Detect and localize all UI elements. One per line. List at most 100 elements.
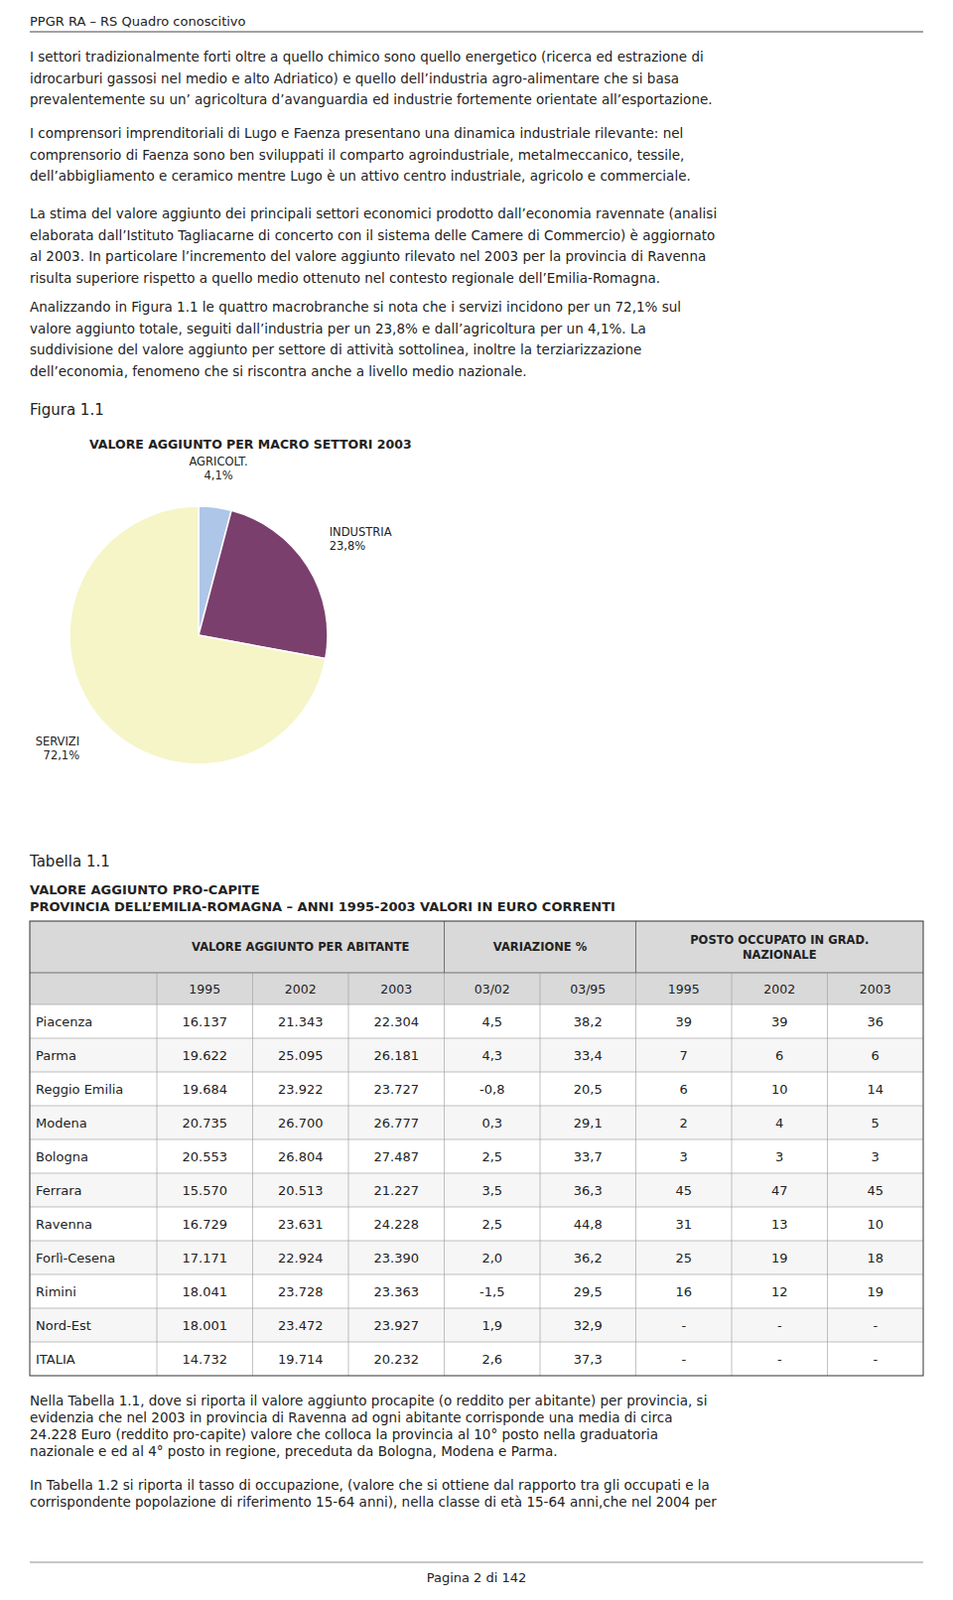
table-cell: 27.487 xyxy=(374,1149,420,1165)
table-group-header: NAZIONALE xyxy=(742,948,817,962)
table-row-bg xyxy=(29,1139,924,1174)
paragraph-line: nazionale e ed al 4° posto in regione, p… xyxy=(29,1443,558,1460)
table-cell: 23.390 xyxy=(374,1250,420,1266)
table-cell: 4,5 xyxy=(481,1014,503,1030)
table-cell: 32,9 xyxy=(573,1318,603,1334)
table-cell: 18.041 xyxy=(182,1284,229,1300)
table-cell: 39 xyxy=(675,1014,692,1030)
table-divider xyxy=(29,1004,924,1006)
table-cell: 36,2 xyxy=(573,1250,603,1266)
paragraph-line: comprensorio di Faenza sono ben sviluppa… xyxy=(29,146,684,163)
table-row-header: Nord-Est xyxy=(35,1318,92,1334)
table-row-header: Bologna xyxy=(35,1149,89,1165)
header-rule xyxy=(29,31,924,33)
paragraph-line: I settori tradizionalmente forti oltre a… xyxy=(29,48,704,65)
paragraph-line: al 2003. In particolare l’incremento del… xyxy=(29,248,706,265)
table-cell: -1,5 xyxy=(479,1284,505,1300)
table-cell: 23.472 xyxy=(277,1318,324,1334)
table-title: VALORE AGGIUNTO PRO-CAPITE xyxy=(29,882,261,898)
table-cell: 17.171 xyxy=(182,1250,229,1266)
table-cell: 12 xyxy=(771,1284,789,1300)
table-cell: 15.570 xyxy=(182,1183,229,1199)
slice-label: INDUSTRIA xyxy=(329,525,393,540)
paragraph-line: risulta superiore rispetto a quello medi… xyxy=(29,270,661,286)
table-cell: 23.728 xyxy=(277,1284,324,1300)
table-row-bg xyxy=(29,1072,924,1106)
table-cell: 29,1 xyxy=(573,1115,603,1131)
slice-value-label: 4,1% xyxy=(203,468,233,483)
table-cell: 37,3 xyxy=(573,1352,603,1367)
table-cell: 23.631 xyxy=(277,1217,324,1232)
table-row-header: Ferrara xyxy=(35,1183,83,1199)
paragraph-line: dell’economia, fenomeno che si riscontra… xyxy=(29,363,528,380)
table-divider xyxy=(29,1342,924,1344)
table-divider xyxy=(29,1139,924,1141)
table-cell: 38,2 xyxy=(573,1014,603,1030)
paragraph-line: I comprensori imprenditoriali di Lugo e … xyxy=(29,125,683,141)
paragraph-line: In Tabella 1.2 si riporta il tasso di oc… xyxy=(29,1477,710,1494)
table-cell: 26.181 xyxy=(374,1048,420,1064)
table-cell: 3 xyxy=(775,1149,784,1165)
table-cell: 16 xyxy=(675,1284,692,1300)
table-sub-header: 03/95 xyxy=(569,981,606,997)
table-cell: 24.228 xyxy=(374,1217,420,1232)
paragraph-line: dell’abbigliamento e ceramico mentre Lug… xyxy=(29,167,691,184)
table-divider xyxy=(29,1038,924,1040)
table-label: Tabella 1.1 xyxy=(28,852,111,871)
slice-label: AGRICOLT. xyxy=(188,454,248,469)
table-cell: -0,8 xyxy=(479,1082,505,1097)
table: VALORE AGGIUNTO PER ABITANTE199520022003… xyxy=(29,921,924,1376)
slice-value-label: 23,8% xyxy=(329,539,367,553)
table-cell: 6 xyxy=(871,1048,880,1064)
table-row-header: Rimini xyxy=(35,1284,77,1300)
table-row-header: Piacenza xyxy=(35,1014,93,1030)
table-cell: - xyxy=(777,1318,783,1334)
table-cell: 33,7 xyxy=(573,1149,603,1165)
pie-labels: AGRICOLT.4,1% INDUSTRIA23,8% SERVIZI72,1% xyxy=(35,454,393,763)
table-cell: 3,5 xyxy=(481,1183,503,1199)
table-divider xyxy=(252,972,254,1376)
table-cell: 44,8 xyxy=(573,1217,603,1232)
paragraph-line: valore aggiunto totale, seguiti dall’ind… xyxy=(29,320,647,337)
table-divider xyxy=(29,972,924,974)
table-cell: 2 xyxy=(680,1115,688,1131)
table-cell: 22.304 xyxy=(374,1014,420,1030)
table-row-bg xyxy=(29,1207,924,1241)
table-cell: 36,3 xyxy=(573,1183,603,1199)
table-cell: 33,4 xyxy=(573,1048,603,1064)
table-row-bg xyxy=(29,1308,924,1343)
table-row-bg xyxy=(29,1342,924,1376)
paragraph-line: suddivisione del valore aggiunto per set… xyxy=(29,341,642,358)
table-cell: 14.732 xyxy=(182,1352,229,1367)
table-row-bg xyxy=(29,1173,924,1208)
slice-value-label: 72,1% xyxy=(43,748,81,763)
table-cell: 20,5 xyxy=(573,1082,603,1097)
table-cell: 2,5 xyxy=(481,1149,503,1165)
slice-label: SERVIZI xyxy=(35,734,80,749)
table-cell: 18 xyxy=(866,1250,884,1266)
table-cell: 6 xyxy=(680,1082,688,1097)
pie-slice xyxy=(198,510,328,659)
figure-label: Figura 1.1 xyxy=(29,401,105,419)
table-cell: 19.684 xyxy=(182,1082,229,1097)
table-cell: 16.729 xyxy=(182,1217,229,1232)
table-divider xyxy=(29,1274,924,1276)
table-cell: - xyxy=(680,1318,686,1334)
paragraph-line: evidenzia che nel 2003 in provincia di R… xyxy=(29,1409,673,1426)
table-divider xyxy=(443,921,445,973)
table-cell: 3 xyxy=(680,1149,688,1165)
table-cell: 16.137 xyxy=(182,1014,229,1030)
table-cell: 20.513 xyxy=(277,1183,324,1199)
table-sub-header: 2002 xyxy=(284,981,317,997)
table-row-header: Ravenna xyxy=(35,1217,93,1232)
table-cell: 10 xyxy=(771,1082,789,1097)
table-title: PROVINCIA DELL’EMILIA-ROMAGNA – ANNI 199… xyxy=(29,899,616,915)
table-cell: 14 xyxy=(866,1082,884,1097)
table-row-bg xyxy=(29,1240,924,1275)
table-cell: 31 xyxy=(675,1217,692,1232)
paragraph-line: Nella Tabella 1.1, dove si riporta il va… xyxy=(29,1392,707,1409)
table-divider xyxy=(540,972,542,1376)
table-cell: 5 xyxy=(871,1115,880,1131)
paragraph-line: elaborata dall’Istituto Tagliacarne di c… xyxy=(29,227,715,244)
table-sub-header: 1995 xyxy=(188,981,221,997)
